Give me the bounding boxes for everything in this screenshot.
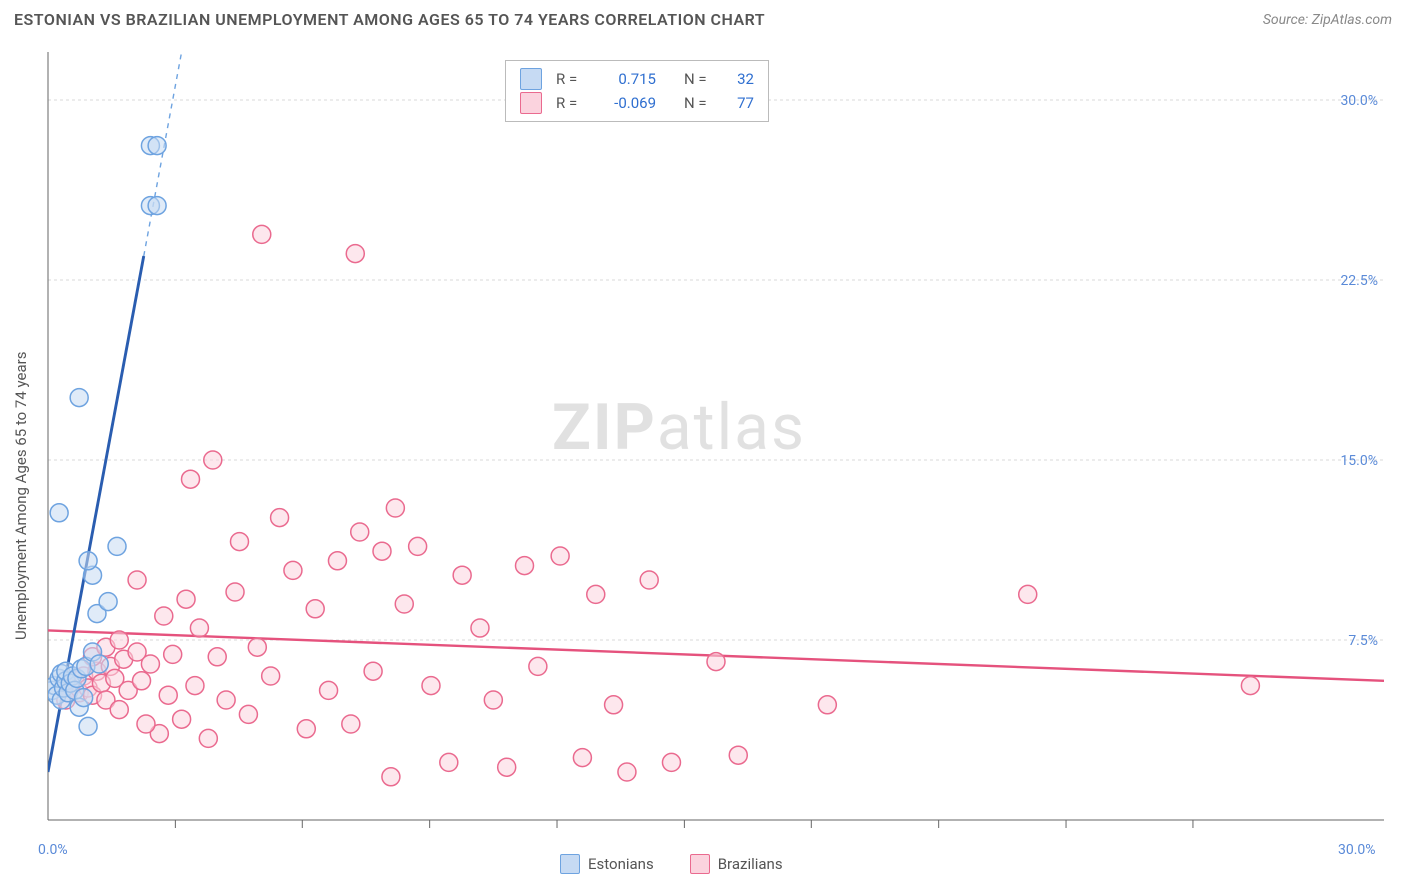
svg-text:22.5%: 22.5% bbox=[1340, 273, 1378, 289]
svg-text:7.5%: 7.5% bbox=[1348, 633, 1378, 649]
n-label: N = bbox=[684, 67, 710, 91]
series-label: Brazilians bbox=[718, 855, 783, 873]
series-legend: Estonians Brazilians bbox=[560, 854, 783, 874]
legend-swatch bbox=[560, 854, 580, 874]
legend-swatch bbox=[690, 854, 710, 874]
correlation-legend: R = 0.715 N = 32 R = -0.069 N = 77 bbox=[505, 60, 769, 122]
x-axis-min-label: 0.0% bbox=[38, 842, 68, 858]
n-label: N = bbox=[684, 91, 710, 115]
y-axis-label: Unemployment Among Ages 65 to 74 years bbox=[12, 352, 30, 640]
n-value: 77 bbox=[724, 91, 754, 115]
series-legend-item: Brazilians bbox=[690, 854, 783, 874]
legend-row: R = -0.069 N = 77 bbox=[520, 91, 754, 115]
r-label: R = bbox=[556, 67, 582, 91]
svg-text:30.0%: 30.0% bbox=[1340, 93, 1378, 109]
r-value: -0.069 bbox=[596, 91, 656, 115]
series-legend-item: Estonians bbox=[560, 854, 654, 874]
legend-swatch bbox=[520, 92, 542, 114]
legend-row: R = 0.715 N = 32 bbox=[520, 67, 754, 91]
r-value: 0.715 bbox=[596, 67, 656, 91]
n-value: 32 bbox=[724, 67, 754, 91]
legend-swatch bbox=[520, 68, 542, 90]
scatter-plot: 7.5% 15.0% 22.5% 30.0% bbox=[0, 0, 1406, 892]
svg-text:15.0%: 15.0% bbox=[1340, 453, 1378, 469]
series-label: Estonians bbox=[588, 855, 654, 873]
x-axis-max-label: 30.0% bbox=[1338, 842, 1376, 858]
r-label: R = bbox=[556, 91, 582, 115]
